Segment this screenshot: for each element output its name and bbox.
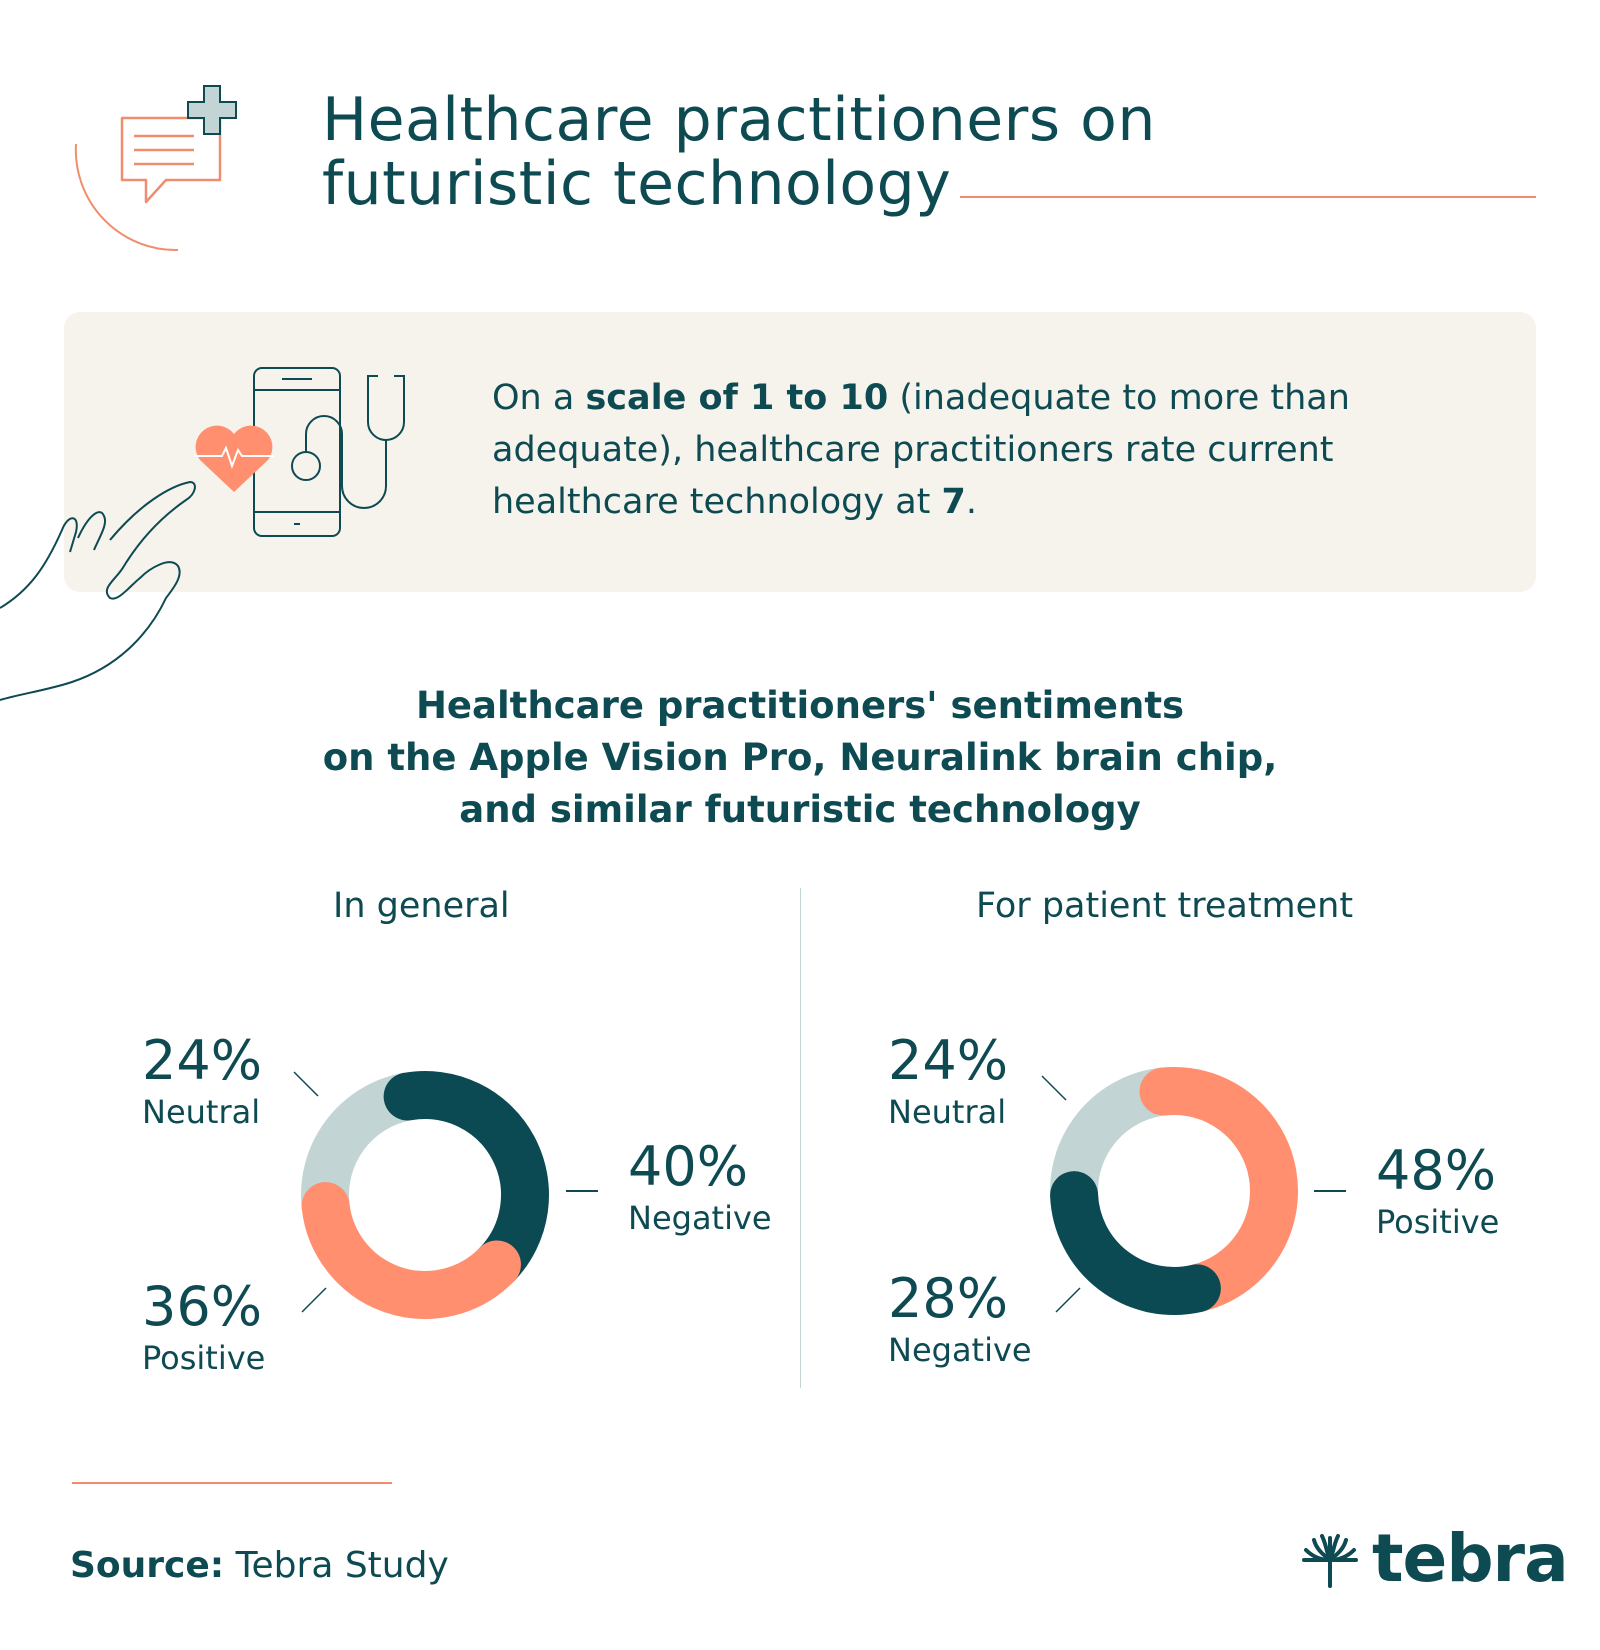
label-general-negative-pct: 40%	[628, 1135, 749, 1198]
heart-pulse-icon	[194, 425, 274, 492]
label-general-negative: Negative	[628, 1199, 772, 1237]
chat-medical-icon	[74, 85, 237, 252]
donut-slice-positive	[301, 1182, 521, 1319]
title-line-2: futuristic technology	[322, 149, 952, 219]
label-general-neutral-pct: 24%	[142, 1029, 263, 1092]
leader-general-positive	[301, 1287, 327, 1313]
callout-text: On a scale of 1 to 10 (inadequate to mor…	[492, 372, 1412, 528]
label-general-positive: Positive	[142, 1339, 266, 1377]
title-line-1: Healthcare practitioners on	[322, 85, 1156, 155]
label-treatment-negative: Negative	[888, 1331, 1032, 1369]
tebra-logo-icon	[1302, 1534, 1358, 1588]
label-treatment-positive-pct: 48%	[1376, 1139, 1497, 1202]
page-title: Healthcare practitioners on futuristic t…	[322, 88, 1156, 216]
chart-title-treatment: For patient treatment	[976, 886, 1354, 926]
chart-section-heading: Healthcare practitioners' sentiments on …	[300, 680, 1300, 836]
leader-treatment-neutral	[1041, 1075, 1067, 1101]
label-treatment-positive: Positive	[1376, 1203, 1500, 1241]
callout-text-2: (inadequate to more than adequate), heal…	[492, 378, 1350, 522]
label-general-positive-pct: 36%	[142, 1275, 263, 1338]
label-general-neutral: Neutral	[142, 1093, 261, 1131]
heading-line-1: Healthcare practitioners' sentiments	[415, 684, 1185, 727]
chart-divider	[800, 888, 801, 1388]
footer-rule	[72, 1482, 392, 1484]
title-rule	[960, 196, 1536, 198]
source-label: Source:	[70, 1545, 225, 1586]
leader-treatment-negative	[1055, 1287, 1081, 1313]
source-value: Tebra Study	[224, 1545, 449, 1586]
donut-chart-general	[301, 1071, 549, 1319]
leader-general-negative	[566, 1190, 598, 1192]
brand-wordmark: tebra	[1372, 1520, 1569, 1597]
callout-text-3: .	[965, 482, 978, 522]
chart-title-general: In general	[333, 886, 510, 926]
callout-text-1: On a	[492, 378, 586, 418]
leader-treatment-positive	[1314, 1190, 1346, 1192]
hand-icon	[0, 480, 196, 701]
heading-line-2: on the Apple Vision Pro, Neuralink brain…	[322, 736, 1278, 779]
label-treatment-neutral-pct: 24%	[888, 1029, 1009, 1092]
label-treatment-negative-pct: 28%	[888, 1267, 1009, 1330]
callout-rating: 7	[941, 482, 966, 522]
callout-scale: scale of 1 to 10	[585, 378, 889, 418]
donut-slice-negative	[1050, 1171, 1221, 1315]
donut-slice-positive	[1139, 1067, 1298, 1313]
donut-chart-treatment	[1050, 1067, 1298, 1315]
leader-general-neutral	[293, 1071, 319, 1097]
heading-line-3: and similar futuristic technology	[459, 788, 1141, 831]
source-text: Source: Tebra Study	[70, 1545, 449, 1586]
label-treatment-neutral: Neutral	[888, 1093, 1007, 1131]
donut-slice-negative	[383, 1071, 549, 1289]
